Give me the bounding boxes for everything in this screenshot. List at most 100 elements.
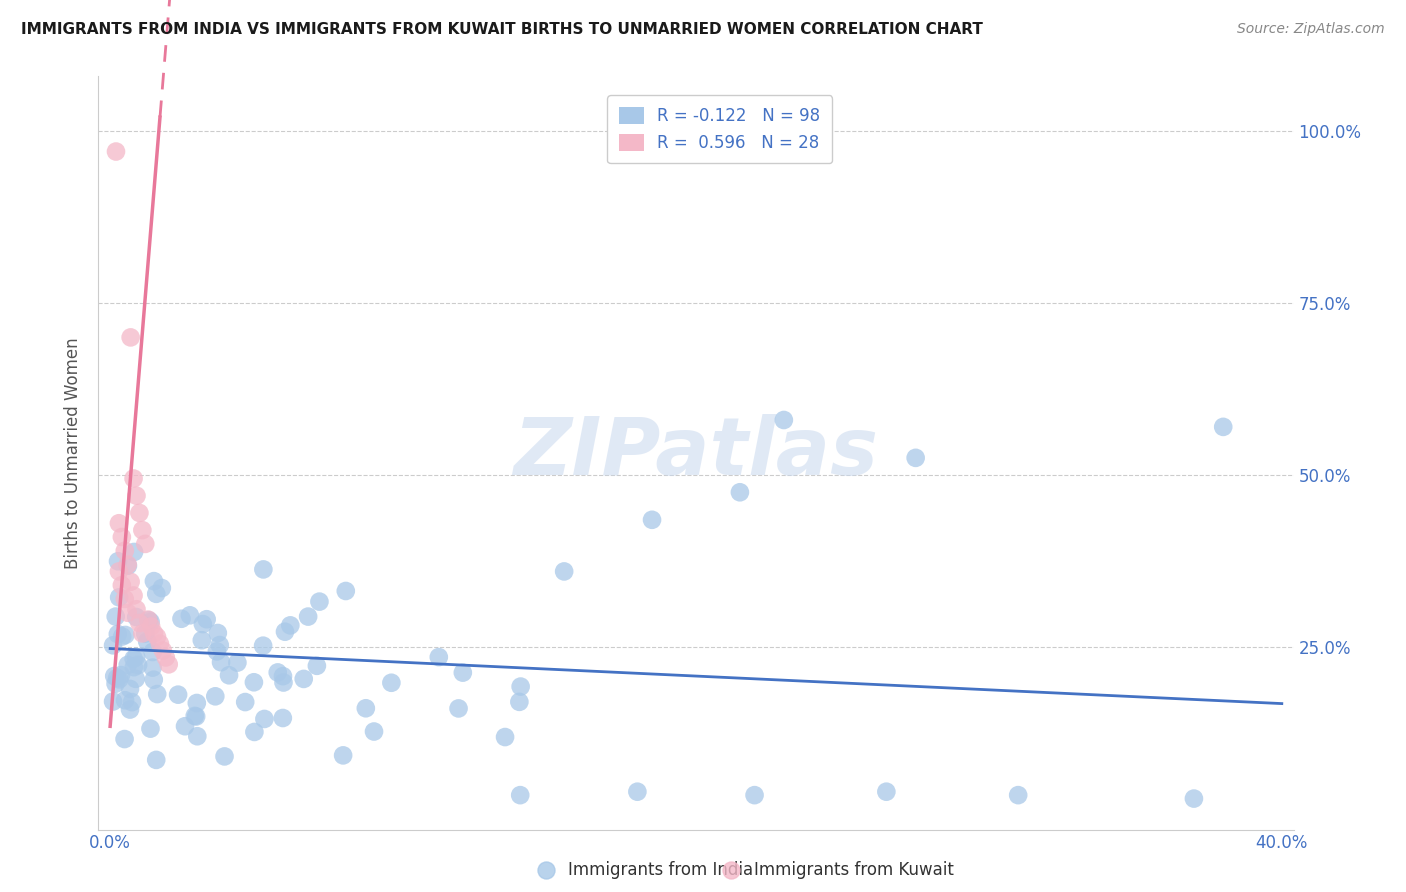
Point bbox=[145, 753, 167, 767]
Point bbox=[720, 863, 742, 877]
Point bbox=[1182, 791, 1205, 805]
Point bbox=[205, 644, 228, 658]
Point bbox=[142, 645, 165, 659]
Point bbox=[142, 574, 165, 588]
Point bbox=[195, 612, 218, 626]
Text: Immigrants from India: Immigrants from India bbox=[568, 861, 754, 879]
Point bbox=[125, 602, 148, 616]
Point bbox=[122, 471, 145, 485]
Point bbox=[136, 634, 159, 648]
Point bbox=[118, 681, 141, 696]
Point bbox=[252, 639, 274, 653]
Point bbox=[121, 695, 143, 709]
Point bbox=[233, 695, 256, 709]
Point bbox=[131, 523, 153, 537]
Text: ZIPatlas: ZIPatlas bbox=[513, 414, 879, 491]
Point bbox=[773, 413, 796, 427]
Point bbox=[111, 630, 134, 644]
Point bbox=[122, 660, 145, 674]
Point bbox=[207, 626, 229, 640]
Point bbox=[509, 788, 531, 802]
Point bbox=[101, 638, 124, 652]
Point bbox=[104, 676, 127, 690]
Point bbox=[150, 581, 173, 595]
Point bbox=[117, 657, 139, 672]
Point bbox=[142, 673, 165, 687]
Point bbox=[226, 656, 249, 670]
Legend: R = -0.122   N = 98, R =  0.596   N = 28: R = -0.122 N = 98, R = 0.596 N = 28 bbox=[607, 95, 832, 163]
Point bbox=[447, 701, 470, 715]
Point bbox=[553, 565, 575, 579]
Point bbox=[120, 574, 142, 589]
Point bbox=[105, 671, 128, 685]
Point bbox=[534, 863, 557, 877]
Point bbox=[122, 651, 145, 665]
Point bbox=[904, 450, 927, 465]
Point bbox=[191, 633, 214, 648]
Point bbox=[184, 709, 207, 723]
Point bbox=[308, 594, 330, 608]
Point bbox=[146, 687, 169, 701]
Text: Immigrants from Kuwait: Immigrants from Kuwait bbox=[754, 861, 953, 879]
Point bbox=[179, 608, 201, 623]
Point bbox=[117, 606, 139, 620]
Point bbox=[451, 665, 474, 680]
Point bbox=[167, 688, 190, 702]
Point bbox=[267, 665, 290, 680]
Point bbox=[427, 650, 450, 665]
Point bbox=[142, 660, 165, 674]
Point bbox=[274, 624, 297, 639]
Text: Source: ZipAtlas.com: Source: ZipAtlas.com bbox=[1237, 22, 1385, 37]
Point bbox=[127, 657, 149, 672]
Point bbox=[271, 711, 294, 725]
Point bbox=[101, 694, 124, 708]
Point bbox=[134, 626, 156, 640]
Point bbox=[120, 330, 142, 344]
Point bbox=[103, 669, 125, 683]
Point bbox=[508, 695, 530, 709]
Point bbox=[125, 610, 148, 624]
Point bbox=[170, 612, 193, 626]
Text: IMMIGRANTS FROM INDIA VS IMMIGRANTS FROM KUWAIT BIRTHS TO UNMARRIED WOMEN CORREL: IMMIGRANTS FROM INDIA VS IMMIGRANTS FROM… bbox=[21, 22, 983, 37]
Point bbox=[111, 578, 134, 592]
Point bbox=[108, 565, 131, 579]
Point bbox=[252, 562, 274, 576]
Point bbox=[297, 609, 319, 624]
Point bbox=[875, 785, 897, 799]
Point bbox=[186, 696, 208, 710]
Point bbox=[125, 489, 148, 503]
Point bbox=[509, 680, 531, 694]
Point bbox=[131, 626, 153, 640]
Point bbox=[208, 638, 231, 652]
Point bbox=[122, 589, 145, 603]
Point bbox=[152, 643, 174, 657]
Point bbox=[273, 675, 295, 690]
Point bbox=[271, 669, 294, 683]
Point bbox=[204, 690, 226, 704]
Point bbox=[1007, 788, 1029, 802]
Point bbox=[626, 785, 648, 799]
Point bbox=[354, 701, 377, 715]
Point bbox=[111, 530, 134, 544]
Point bbox=[494, 730, 516, 744]
Point bbox=[104, 609, 127, 624]
Point bbox=[105, 145, 128, 159]
Point bbox=[243, 725, 266, 739]
Point bbox=[139, 722, 162, 736]
Point bbox=[125, 650, 148, 665]
Point bbox=[114, 693, 136, 707]
Point bbox=[108, 673, 131, 687]
Point bbox=[191, 617, 214, 632]
Point bbox=[114, 543, 136, 558]
Point bbox=[157, 657, 180, 672]
Point bbox=[174, 719, 197, 733]
Point bbox=[243, 675, 266, 690]
Point bbox=[114, 628, 136, 642]
Point bbox=[118, 702, 141, 716]
Point bbox=[125, 672, 148, 686]
Point bbox=[107, 627, 129, 641]
Point bbox=[146, 630, 169, 644]
Point bbox=[114, 732, 136, 747]
Point bbox=[128, 506, 150, 520]
Point bbox=[128, 615, 150, 630]
